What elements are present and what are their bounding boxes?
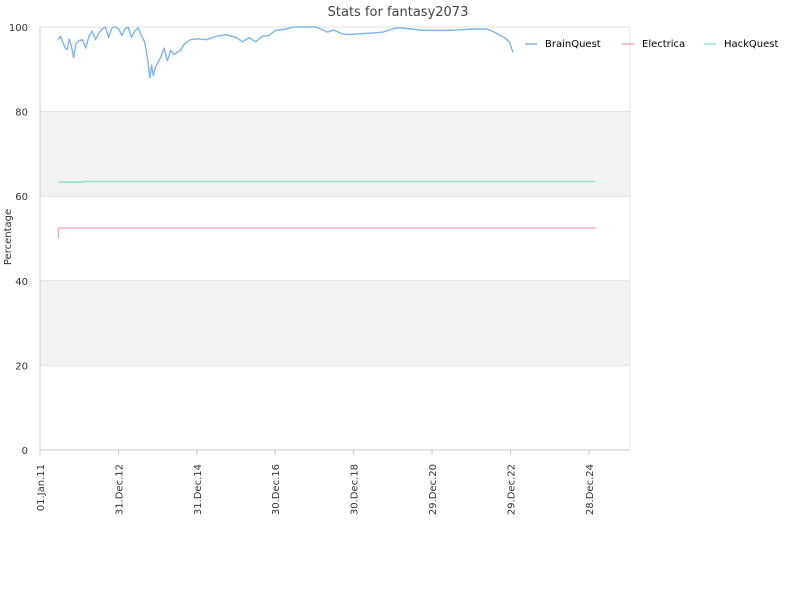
chart-title: Stats for fantasy2073 xyxy=(328,5,469,20)
x-tick-label: 31.Dec.14 xyxy=(193,464,204,515)
y-tick-label: 100 xyxy=(9,23,28,34)
x-tick-label: 01.Jan.11 xyxy=(36,464,47,511)
series-line-hackquest xyxy=(58,180,596,183)
plot-band xyxy=(40,280,630,366)
legend-item-electrica[interactable]: Electrica xyxy=(622,39,685,50)
x-tick-label: 30.Dec.18 xyxy=(350,464,361,515)
x-tick-label: 28.Dec.24 xyxy=(585,464,596,515)
x-axis-ticks: 01.Jan.11 31.Dec.12 31.Dec.14 30.Dec.16 30.D… xyxy=(36,450,596,515)
series-line-electrica xyxy=(57,227,596,239)
legend-item-brainquest[interactable]: BrainQuest xyxy=(525,39,601,50)
y-tick-label: 20 xyxy=(15,361,28,372)
plot-frame xyxy=(39,27,631,451)
series-group xyxy=(57,26,596,239)
x-tick-label: 31.Dec.12 xyxy=(114,464,125,515)
y-tick-label: 80 xyxy=(15,108,28,119)
x-tick-label: 29.Dec.22 xyxy=(506,464,517,515)
grid-lines xyxy=(40,26,630,451)
legend-label: HackQuest xyxy=(724,39,779,50)
plot-bands xyxy=(40,111,630,366)
legend-label: Electrica xyxy=(642,39,685,50)
plot-band xyxy=(40,111,630,197)
legend-item-hackquest[interactable]: HackQuest xyxy=(704,39,779,50)
y-tick-label: 40 xyxy=(15,277,28,288)
legend[interactable]: BrainQuest Electrica HackQuest xyxy=(525,39,779,50)
y-axis-label: Percentage xyxy=(3,209,14,265)
x-tick-label: 30.Dec.16 xyxy=(271,464,282,515)
y-tick-label: 60 xyxy=(15,192,28,203)
legend-label: BrainQuest xyxy=(545,39,601,50)
x-tick-label: 29.Dec.20 xyxy=(428,464,439,515)
series-line-brainquest xyxy=(57,26,514,79)
y-axis-ticks: 0 20 40 60 80 100 xyxy=(9,23,28,457)
y-tick-label: 0 xyxy=(22,446,28,457)
